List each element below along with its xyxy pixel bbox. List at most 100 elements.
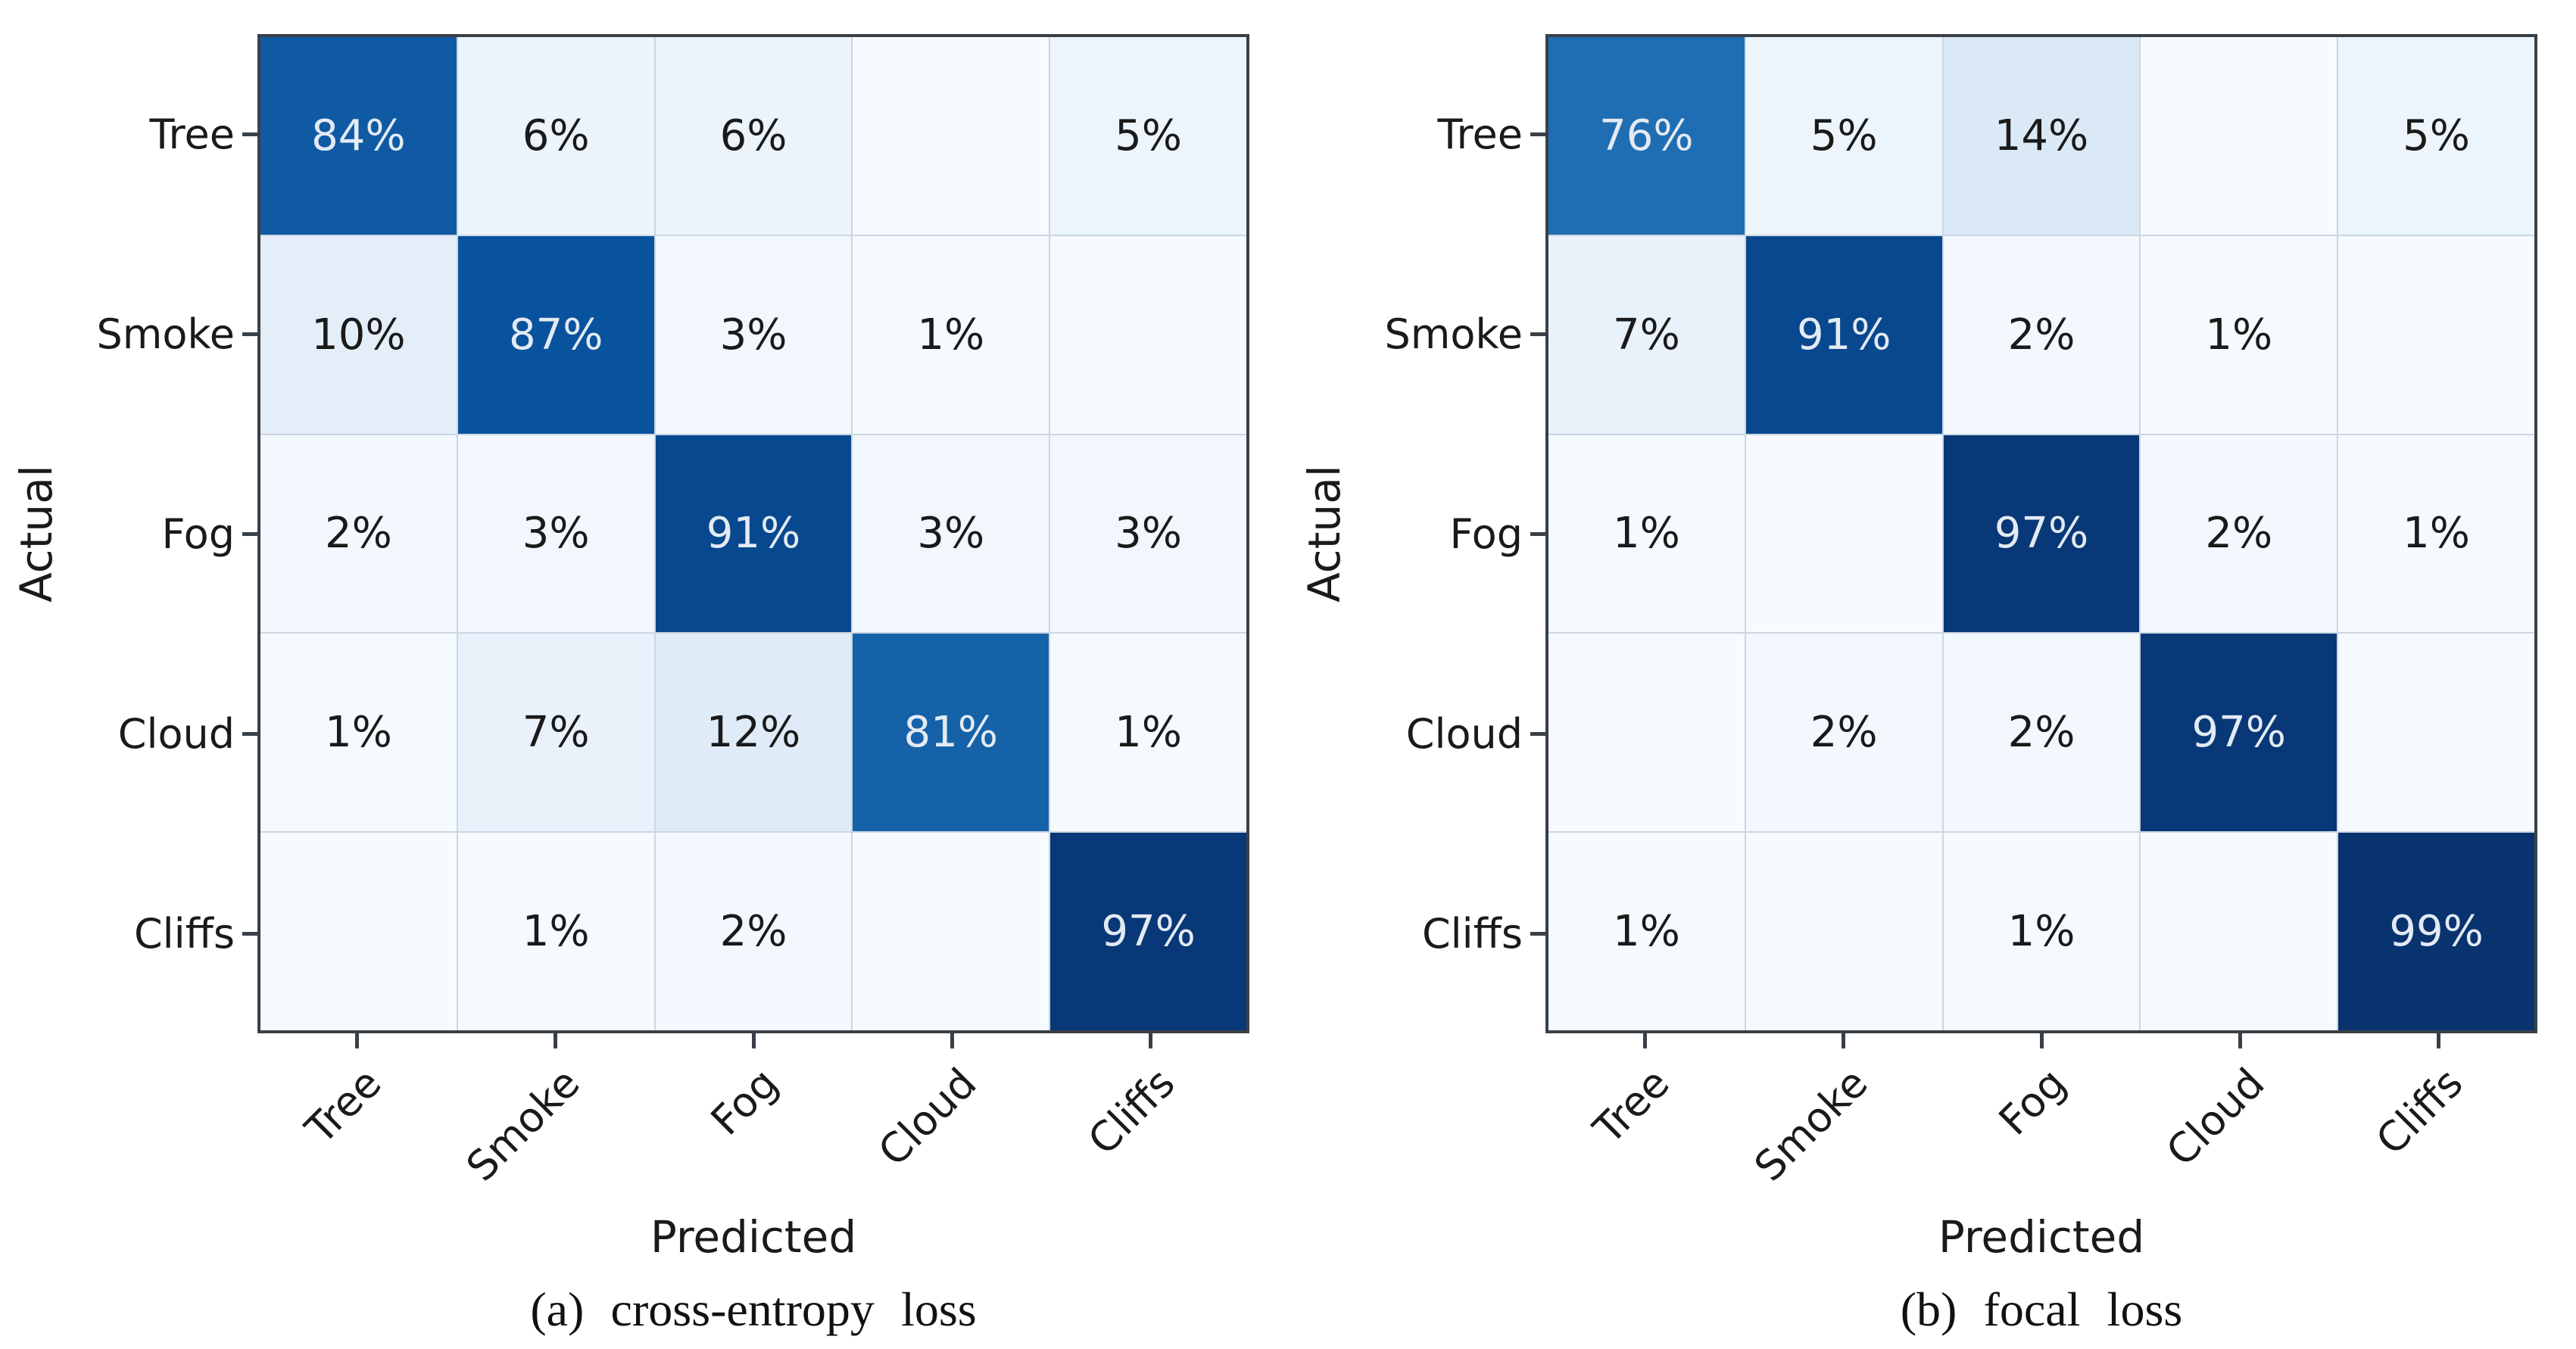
matrix-cell <box>1745 833 1942 1030</box>
matrix-cell: 91% <box>655 435 852 633</box>
y-axis-label: Actual <box>1298 465 1350 603</box>
matrix-cell: 97% <box>1943 435 2140 633</box>
matrix-cell <box>1745 435 1942 633</box>
matrix-cell <box>260 833 457 1030</box>
y-tick-mark <box>1530 931 1545 936</box>
y-tick-mark <box>1530 332 1545 336</box>
matrix-cell: 1% <box>457 833 654 1030</box>
matrix-cell: 2% <box>655 833 852 1030</box>
panel-caption: (a) cross-entropy loss <box>530 1282 977 1336</box>
x-tick-mark <box>2437 1033 2440 1048</box>
matrix-cell <box>853 37 1049 235</box>
panel-caption: (b) focal loss <box>1900 1282 2183 1336</box>
y-tick: Smoke <box>1360 234 1545 434</box>
x-axis-label: Predicted <box>650 1211 857 1263</box>
matrix-cell <box>2141 37 2337 235</box>
matrix-cell: 81% <box>853 634 1049 832</box>
matrix-cell <box>853 833 1049 1030</box>
matrix-cell: 14% <box>1943 37 2140 235</box>
matrix-cell: 99% <box>2338 833 2534 1030</box>
y-tick-label: Cloud <box>117 709 235 758</box>
matrix-cell: 5% <box>2338 37 2534 235</box>
matrix-cell: 97% <box>1050 833 1246 1030</box>
matrix-cell: 97% <box>2141 634 2337 832</box>
y-tick-mark <box>242 132 257 136</box>
y-tick-mark <box>242 332 257 336</box>
matrix-cell: 10% <box>260 235 457 434</box>
panel-focal-loss: Actual Tree Smoke Fog Cloud Cliffs 76% 5% 14% 5… <box>1288 0 2576 1349</box>
matrix-cell: 12% <box>655 634 852 832</box>
y-tick-mark <box>1530 731 1545 736</box>
matrix-cell: 3% <box>1050 435 1246 633</box>
matrix-cell <box>2141 833 2337 1030</box>
y-tick-label: Cliffs <box>1421 909 1523 958</box>
y-tick-mark <box>1530 132 1545 136</box>
x-tick-mark <box>2040 1033 2044 1048</box>
matrix-cell: 3% <box>457 435 654 633</box>
x-axis-label: Predicted <box>1938 1211 2145 1263</box>
matrix-cell: 5% <box>1050 37 1246 235</box>
y-tick-label: Tree <box>149 110 235 158</box>
x-ticks: Tree Smoke Fog Cloud Cliffs <box>1545 1033 2537 1211</box>
row-labels: Tree Smoke Fog Cloud Cliffs <box>1360 34 1545 1033</box>
y-tick-mark <box>242 931 257 936</box>
matrix-cell <box>1050 235 1246 434</box>
matrix-cell: 6% <box>655 37 852 235</box>
x-tick-label: Smoke <box>457 1059 589 1191</box>
y-tick-label: Cliffs <box>133 909 235 958</box>
x-tick-label: Tree <box>296 1059 391 1154</box>
y-tick: Tree <box>1360 34 1545 234</box>
matrix-cell: 1% <box>1548 833 1745 1030</box>
matrix-cell: 84% <box>260 37 457 235</box>
confusion-matrix: 76% 5% 14% 5% 7% 91% 2% 1% 1% 97% 2% 1% 2% 2% 97% 1% 1% 9… <box>1545 34 2537 1033</box>
y-tick: Fog <box>1360 434 1545 634</box>
matrix-cell: 2% <box>1943 634 2140 832</box>
matrix-cell: 7% <box>1548 235 1745 434</box>
x-ticks: Tree Smoke Fog Cloud Cliffs <box>257 1033 1249 1211</box>
matrix-cell: 1% <box>260 634 457 832</box>
x-tick-label: Fog <box>1989 1059 2075 1145</box>
matrix-cell: 87% <box>457 235 654 434</box>
x-tick-label: Smoke <box>1745 1059 1877 1191</box>
x-tick-mark <box>554 1033 557 1048</box>
matrix-cell: 2% <box>1745 634 1942 832</box>
x-tick-mark <box>2238 1033 2242 1048</box>
y-tick: Cloud <box>72 634 257 833</box>
y-axis-label-container: Actual <box>1288 34 1360 1033</box>
matrix-cell <box>2338 634 2534 832</box>
matrix-cell: 5% <box>1745 37 1942 235</box>
matrix-cell: 1% <box>2141 235 2337 434</box>
x-tick-label: Fog <box>701 1059 787 1145</box>
matrix-cell: 1% <box>1548 435 1745 633</box>
matrix-cell <box>2338 235 2534 434</box>
y-tick-mark <box>242 731 257 736</box>
matrix-cell: 1% <box>1943 833 2140 1030</box>
matrix-cell: 2% <box>260 435 457 633</box>
matrix-cell: 2% <box>1943 235 2140 434</box>
y-tick: Tree <box>72 34 257 234</box>
matrix-cell: 3% <box>655 235 852 434</box>
x-tick-mark <box>1842 1033 1845 1048</box>
matrix-cell: 1% <box>853 235 1049 434</box>
y-tick-label: Smoke <box>96 310 235 358</box>
matrix-cell: 2% <box>2141 435 2337 633</box>
x-tick-label: Cloud <box>2157 1059 2274 1176</box>
matrix-cell: 1% <box>2338 435 2534 633</box>
matrix-cell: 91% <box>1745 235 1942 434</box>
y-tick-label: Fog <box>161 509 235 558</box>
matrix-cell: 7% <box>457 634 654 832</box>
y-tick: Cliffs <box>72 833 257 1033</box>
x-tick-label: Cliffs <box>1078 1059 1184 1164</box>
x-tick-mark <box>752 1033 756 1048</box>
x-tick-label: Cloud <box>869 1059 986 1176</box>
y-tick-label: Fog <box>1449 509 1523 558</box>
y-tick-label: Cloud <box>1405 709 1523 758</box>
matrix-cell <box>1548 634 1745 832</box>
x-tick-mark <box>355 1033 359 1048</box>
matrix-cell: 3% <box>853 435 1049 633</box>
y-tick: Fog <box>72 434 257 634</box>
x-tick-label: Cliffs <box>2366 1059 2472 1164</box>
y-tick-mark <box>242 531 257 536</box>
y-tick: Cloud <box>1360 634 1545 833</box>
